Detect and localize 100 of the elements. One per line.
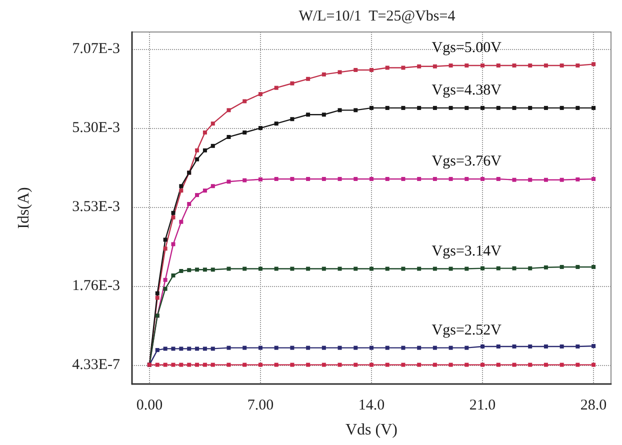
point bbox=[163, 362, 168, 367]
point bbox=[544, 344, 548, 348]
point bbox=[210, 122, 215, 126]
point bbox=[464, 362, 469, 367]
point bbox=[195, 148, 200, 152]
series-label: Vgs=4.38V bbox=[432, 82, 502, 98]
point bbox=[544, 362, 548, 367]
point bbox=[202, 362, 207, 367]
point bbox=[242, 362, 247, 367]
point bbox=[242, 266, 247, 271]
point bbox=[417, 64, 422, 68]
point bbox=[385, 66, 390, 70]
y-tick-label: 3.53E-3 bbox=[72, 199, 120, 216]
point bbox=[417, 106, 422, 110]
point bbox=[496, 64, 500, 68]
point bbox=[210, 362, 215, 367]
point bbox=[202, 346, 207, 351]
point bbox=[179, 220, 184, 224]
point bbox=[496, 176, 500, 181]
point bbox=[560, 264, 564, 269]
point bbox=[448, 266, 453, 271]
y-tick-label: 1.76E-3 bbox=[72, 278, 120, 294]
point bbox=[258, 92, 262, 96]
point bbox=[496, 266, 500, 270]
point bbox=[163, 238, 168, 242]
point bbox=[464, 346, 469, 350]
point bbox=[496, 106, 500, 110]
series-label: Vgs=5.00V bbox=[432, 40, 502, 56]
point bbox=[528, 344, 532, 348]
point bbox=[576, 264, 580, 269]
point bbox=[290, 117, 294, 122]
point bbox=[195, 157, 200, 162]
point bbox=[417, 176, 422, 181]
point bbox=[338, 346, 342, 350]
point bbox=[417, 266, 422, 271]
x-tick-label: 21.0 bbox=[469, 398, 496, 414]
point bbox=[242, 178, 247, 182]
point bbox=[226, 180, 231, 184]
point bbox=[512, 362, 516, 367]
point bbox=[179, 188, 184, 193]
point bbox=[242, 99, 247, 104]
point bbox=[202, 188, 207, 193]
point bbox=[512, 344, 516, 348]
series-label: Vgs=3.14V bbox=[432, 243, 502, 260]
point bbox=[354, 108, 358, 112]
point bbox=[385, 362, 390, 367]
point bbox=[401, 346, 406, 350]
point bbox=[155, 348, 160, 352]
point bbox=[322, 362, 326, 367]
point bbox=[370, 266, 374, 271]
point bbox=[385, 106, 390, 110]
point bbox=[576, 106, 580, 110]
point bbox=[195, 268, 200, 272]
point bbox=[195, 346, 200, 351]
point bbox=[512, 266, 516, 270]
point bbox=[195, 362, 200, 367]
point bbox=[179, 346, 184, 351]
point bbox=[306, 76, 310, 81]
point bbox=[290, 362, 294, 367]
point bbox=[464, 176, 469, 181]
point bbox=[560, 344, 564, 348]
point bbox=[242, 130, 247, 135]
point bbox=[338, 70, 342, 74]
point bbox=[322, 112, 326, 117]
point bbox=[464, 106, 469, 110]
point bbox=[576, 344, 580, 348]
point bbox=[448, 176, 453, 181]
point bbox=[354, 68, 358, 72]
point bbox=[187, 362, 192, 367]
point bbox=[528, 362, 532, 367]
point bbox=[401, 176, 406, 181]
point bbox=[187, 346, 192, 351]
series-label: Vgs=3.76V bbox=[432, 153, 502, 170]
y-axis-title: Ids(A) bbox=[16, 187, 32, 229]
point bbox=[576, 362, 580, 367]
point bbox=[258, 266, 262, 271]
point bbox=[338, 266, 342, 271]
point bbox=[226, 134, 231, 139]
point bbox=[432, 64, 437, 68]
point bbox=[592, 106, 596, 110]
point bbox=[202, 130, 207, 135]
point bbox=[592, 344, 596, 348]
point bbox=[210, 346, 215, 351]
point bbox=[171, 273, 176, 278]
point bbox=[544, 265, 548, 270]
point bbox=[290, 176, 294, 181]
point bbox=[592, 362, 596, 367]
point bbox=[480, 362, 485, 367]
point bbox=[195, 193, 200, 198]
point bbox=[544, 64, 548, 68]
point bbox=[401, 106, 406, 110]
point bbox=[274, 346, 278, 350]
point bbox=[354, 362, 358, 367]
point bbox=[385, 346, 390, 350]
point bbox=[171, 362, 176, 367]
point bbox=[210, 268, 215, 272]
point bbox=[432, 346, 437, 350]
point bbox=[322, 176, 326, 181]
point bbox=[155, 296, 160, 300]
point bbox=[370, 346, 374, 350]
